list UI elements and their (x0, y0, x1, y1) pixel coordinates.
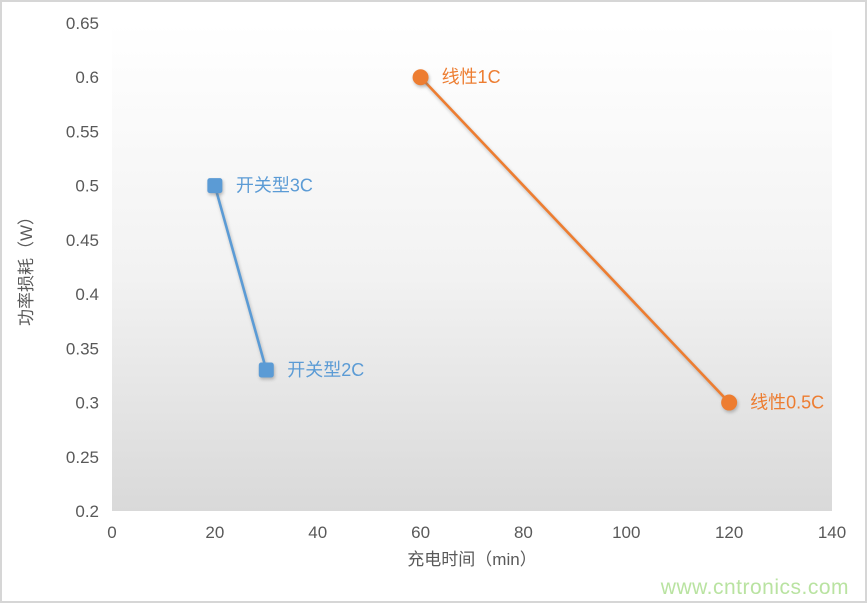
series-line-switching (213, 184, 268, 372)
x-axis-title: 充电时间（min） (407, 550, 536, 569)
x-tick-label: 40 (308, 523, 327, 542)
y-tick-label: 0.45 (66, 231, 99, 250)
data-point-label: 开关型3C (236, 176, 313, 196)
y-tick-label: 0.35 (66, 339, 99, 358)
x-tick-label: 20 (205, 523, 224, 542)
series-line-linear (419, 75, 731, 404)
y-tick-label: 0.25 (66, 448, 99, 467)
data-point-label: 线性1C (442, 67, 501, 87)
data-point-marker-switching (207, 178, 223, 194)
x-tick-label: 80 (514, 523, 533, 542)
y-tick-label: 0.6 (75, 68, 99, 87)
y-tick-label: 0.5 (75, 177, 99, 196)
x-tick-label: 120 (715, 523, 743, 542)
data-point-label: 线性0.5C (750, 393, 824, 413)
x-tick-label: 0 (107, 523, 116, 542)
y-axis-title: 功率损耗（W） (17, 208, 36, 326)
data-point-marker-linear (412, 69, 429, 86)
data-point-label: 开关型2C (287, 360, 364, 380)
plot-area (112, 23, 832, 511)
data-point-marker-switching (258, 362, 274, 378)
y-tick-label: 0.4 (75, 285, 99, 304)
y-tick-label: 0.55 (66, 122, 99, 141)
x-tick-label: 140 (818, 523, 846, 542)
y-tick-label: 0.65 (66, 14, 99, 33)
x-tick-label: 100 (612, 523, 640, 542)
x-tick-label: 60 (411, 523, 430, 542)
y-tick-label: 0.3 (75, 394, 99, 413)
data-point-marker-linear (721, 394, 738, 411)
y-tick-label: 0.2 (75, 502, 99, 521)
watermark-text: www.cntronics.com (660, 576, 849, 599)
